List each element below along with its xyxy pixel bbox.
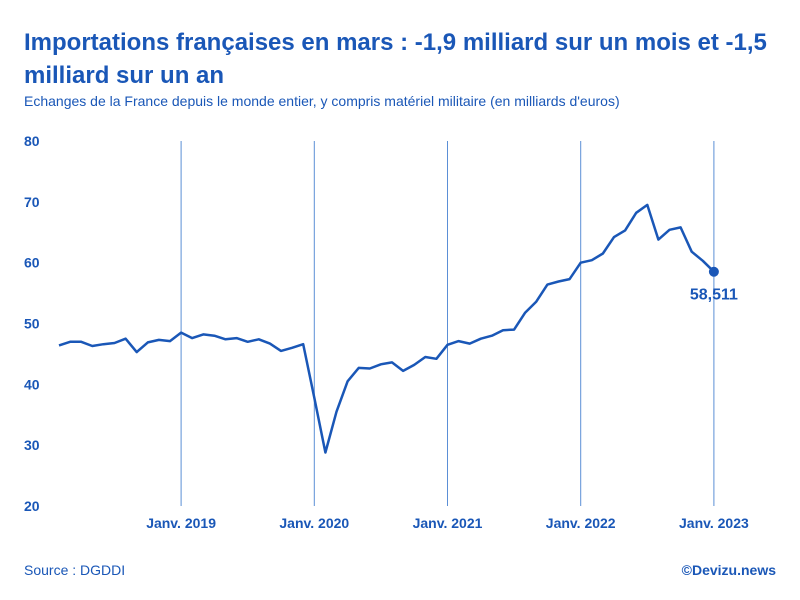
y-tick-label: 50: [24, 316, 40, 332]
x-tick-label: Janv. 2020: [279, 515, 349, 531]
x-tick-label: Janv. 2021: [413, 515, 483, 531]
x-tick-label: Janv. 2023: [679, 515, 749, 531]
chart-title: Importations françaises en mars : -1,9 m…: [24, 29, 767, 89]
x-tick-label: Janv. 2022: [546, 515, 616, 531]
y-tick-label: 20: [24, 498, 40, 514]
credit-logo: ©Devizu.news: [681, 562, 776, 578]
end-point-marker: [708, 266, 719, 277]
y-tick-label: 70: [24, 194, 40, 210]
chart-subtitle: Echanges de la France depuis le monde en…: [24, 93, 620, 109]
x-tick-label: Janv. 2019: [146, 515, 216, 531]
end-value-label: 58,511: [690, 287, 738, 304]
y-tick-label: 40: [24, 376, 40, 392]
y-tick-label: 30: [24, 437, 40, 453]
y-tick-label: 60: [24, 255, 40, 271]
series-line-importations: [58, 203, 715, 454]
y-tick-label: 80: [24, 133, 40, 149]
source-note: Source : DGDDI: [24, 562, 126, 578]
